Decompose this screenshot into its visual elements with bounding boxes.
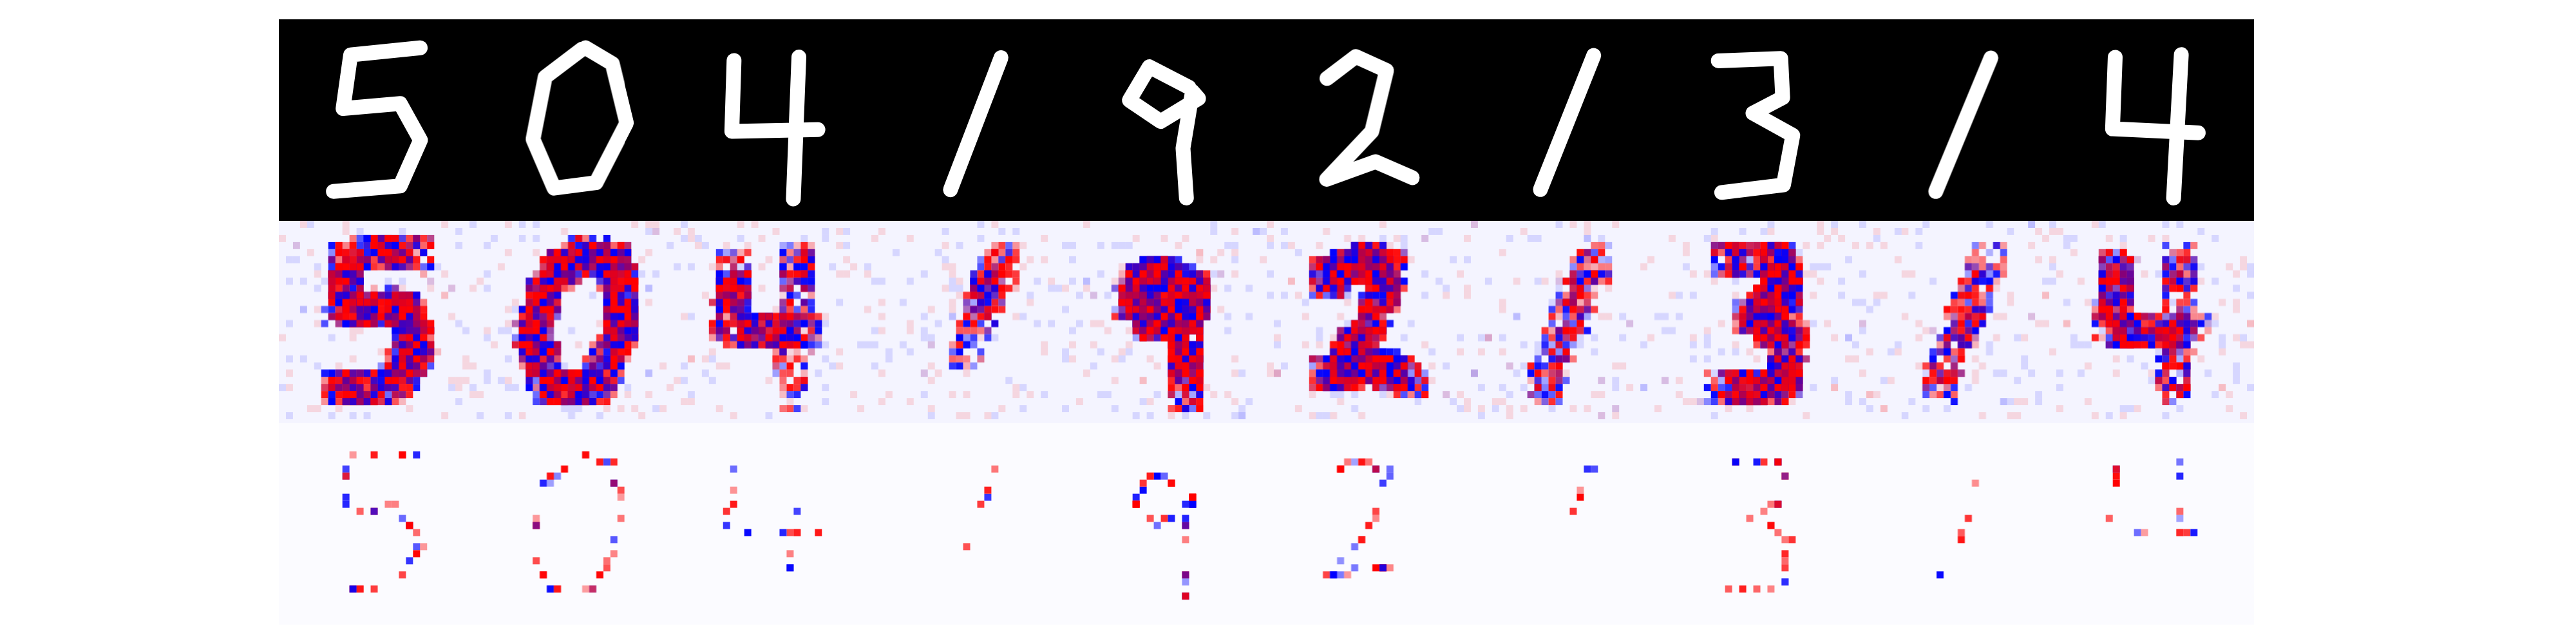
mnist-relevance-figure [279, 19, 2254, 625]
relevance-map-sparse-digit-0 [279, 422, 477, 625]
relevance-map-sparse-image [674, 422, 872, 625]
input-digits-digit-8 [1859, 19, 2057, 222]
relevance-map-sparse-digit-6 [1464, 422, 1662, 625]
input-digits-digit-5 [1266, 19, 1464, 222]
relevance-map-sparse-image [1859, 422, 2057, 625]
input-digits-image [1661, 19, 1859, 222]
relevance-map-sparse-digit-7 [1661, 422, 1859, 625]
input-digits-image [1266, 19, 1464, 222]
relevance-map-dense-digit-9 [2056, 221, 2254, 423]
relevance-map-dense-digit-1 [476, 221, 674, 423]
input-digits-digit-0 [279, 19, 477, 222]
relevance-map-dense-digit-5 [1266, 221, 1464, 423]
relevance-map-dense-image [279, 221, 477, 423]
relevance-map-sparse-digit-8 [1859, 422, 2057, 625]
relevance-map-sparse-image [476, 422, 674, 625]
relevance-map-dense-image [871, 221, 1069, 423]
input-digits-image [476, 19, 674, 222]
relevance-map-sparse-digit-1 [476, 422, 674, 625]
relevance-map-sparse-image [279, 422, 477, 625]
relevance-map-dense-digit-6 [1464, 221, 1662, 423]
relevance-map-sparse-image [1068, 422, 1267, 625]
relevance-map-dense-digit-0 [279, 221, 477, 423]
relevance-map-dense-image [674, 221, 872, 423]
relevance-map-sparse-image [1266, 422, 1464, 625]
input-digits-digit-7 [1661, 19, 1859, 222]
input-digits-digit-2 [674, 19, 872, 222]
input-digits-image [674, 19, 872, 222]
input-digits-image [279, 19, 477, 222]
relevance-map-dense-image [2056, 221, 2254, 423]
relevance-map-dense-image [476, 221, 674, 423]
input-digits-digit-9 [2056, 19, 2254, 222]
input-digits-image [1068, 19, 1267, 222]
relevance-map-sparse-digit-9 [2056, 422, 2254, 625]
relevance-map-dense-digit-7 [1661, 221, 1859, 423]
relevance-map-sparse-image [2056, 422, 2254, 625]
input-digits-image [871, 19, 1069, 222]
relevance-map-sparse-digit-4 [1068, 422, 1267, 625]
input-digits-digit-6 [1464, 19, 1662, 222]
input-digits-digit-3 [871, 19, 1069, 222]
relevance-map-sparse-digit-5 [1266, 422, 1464, 625]
relevance-map-dense-digit-2 [674, 221, 872, 423]
relevance-map-dense-image [1464, 221, 1662, 423]
relevance-map-sparse-image [1464, 422, 1662, 625]
relevance-map-sparse-image [871, 422, 1069, 625]
relevance-map-dense-digit-8 [1859, 221, 2057, 423]
input-digits-digit-1 [476, 19, 674, 222]
relevance-map-dense-digit-4 [1068, 221, 1267, 423]
relevance-map-sparse-image [1661, 422, 1859, 625]
relevance-map-dense-image [1661, 221, 1859, 423]
input-digits-image [1859, 19, 2057, 222]
input-digits-image [2056, 19, 2254, 222]
input-digits-image [1464, 19, 1662, 222]
relevance-map-dense-image [1068, 221, 1267, 423]
relevance-map-dense-image [1859, 221, 2057, 423]
relevance-map-sparse-digit-3 [871, 422, 1069, 625]
relevance-map-sparse-digit-2 [674, 422, 872, 625]
input-digits-digit-4 [1068, 19, 1267, 222]
relevance-map-dense-image [1266, 221, 1464, 423]
relevance-map-dense-digit-3 [871, 221, 1069, 423]
